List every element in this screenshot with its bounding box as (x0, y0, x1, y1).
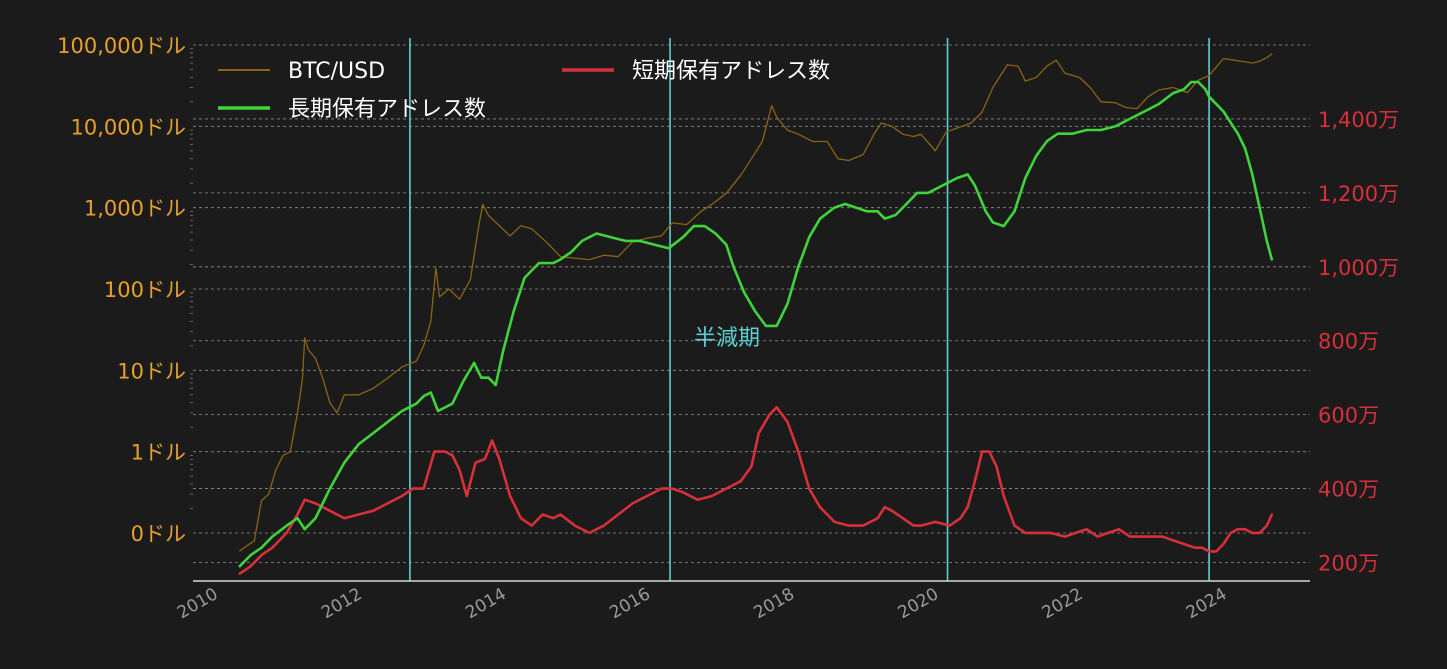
right-tick-label: 600万 (1318, 404, 1379, 428)
x-tick-label: 2018 (750, 584, 797, 623)
x-tick-label: 2012 (318, 584, 365, 623)
right-tick-label: 800万 (1318, 330, 1379, 354)
x-tick-label: 2016 (606, 584, 653, 623)
left-tick-label: 10,000ドル (71, 115, 186, 139)
left-tick-label: 1,000ドル (84, 197, 186, 221)
x-tick-label: 2014 (462, 584, 509, 623)
legend-label-sth: 短期保有アドレス数 (632, 59, 830, 84)
series-layer (238, 53, 1274, 575)
series-line-sth (238, 406, 1274, 575)
right-tick-label: 1,000万 (1318, 256, 1399, 280)
right-tick-label: 1,200万 (1318, 182, 1399, 206)
x-tick-label: 2010 (174, 584, 221, 623)
legend-label-lth: 長期保有アドレス数 (288, 97, 486, 122)
legend-label-btc: BTC/USD (288, 59, 385, 84)
right-tick-label: 200万 (1318, 552, 1379, 576)
legend: BTC/USD 長期保有アドレス数 短期保有アドレス数 (218, 59, 830, 122)
series-line-btc (239, 53, 1273, 552)
x-tick-label: 2020 (895, 584, 942, 623)
halving-annotation: 半減期 (694, 326, 760, 351)
right-tick-label: 400万 (1318, 478, 1379, 502)
left-tick-label: 1ドル (131, 441, 186, 465)
left-tick-label: 100,000ドル (57, 34, 186, 58)
x-tick-label: 2024 (1183, 584, 1230, 623)
series-line-lth (238, 80, 1274, 568)
grid-layer (193, 44, 1310, 563)
x-tick-label: 2022 (1039, 584, 1086, 623)
halving-layer (409, 38, 1210, 581)
left-tick-label: 0ドル (131, 522, 186, 546)
left-tick-label: 10ドル (117, 359, 186, 383)
left-tick-label: 100ドル (104, 278, 186, 302)
right-tick-label: 1,400万 (1318, 108, 1399, 132)
